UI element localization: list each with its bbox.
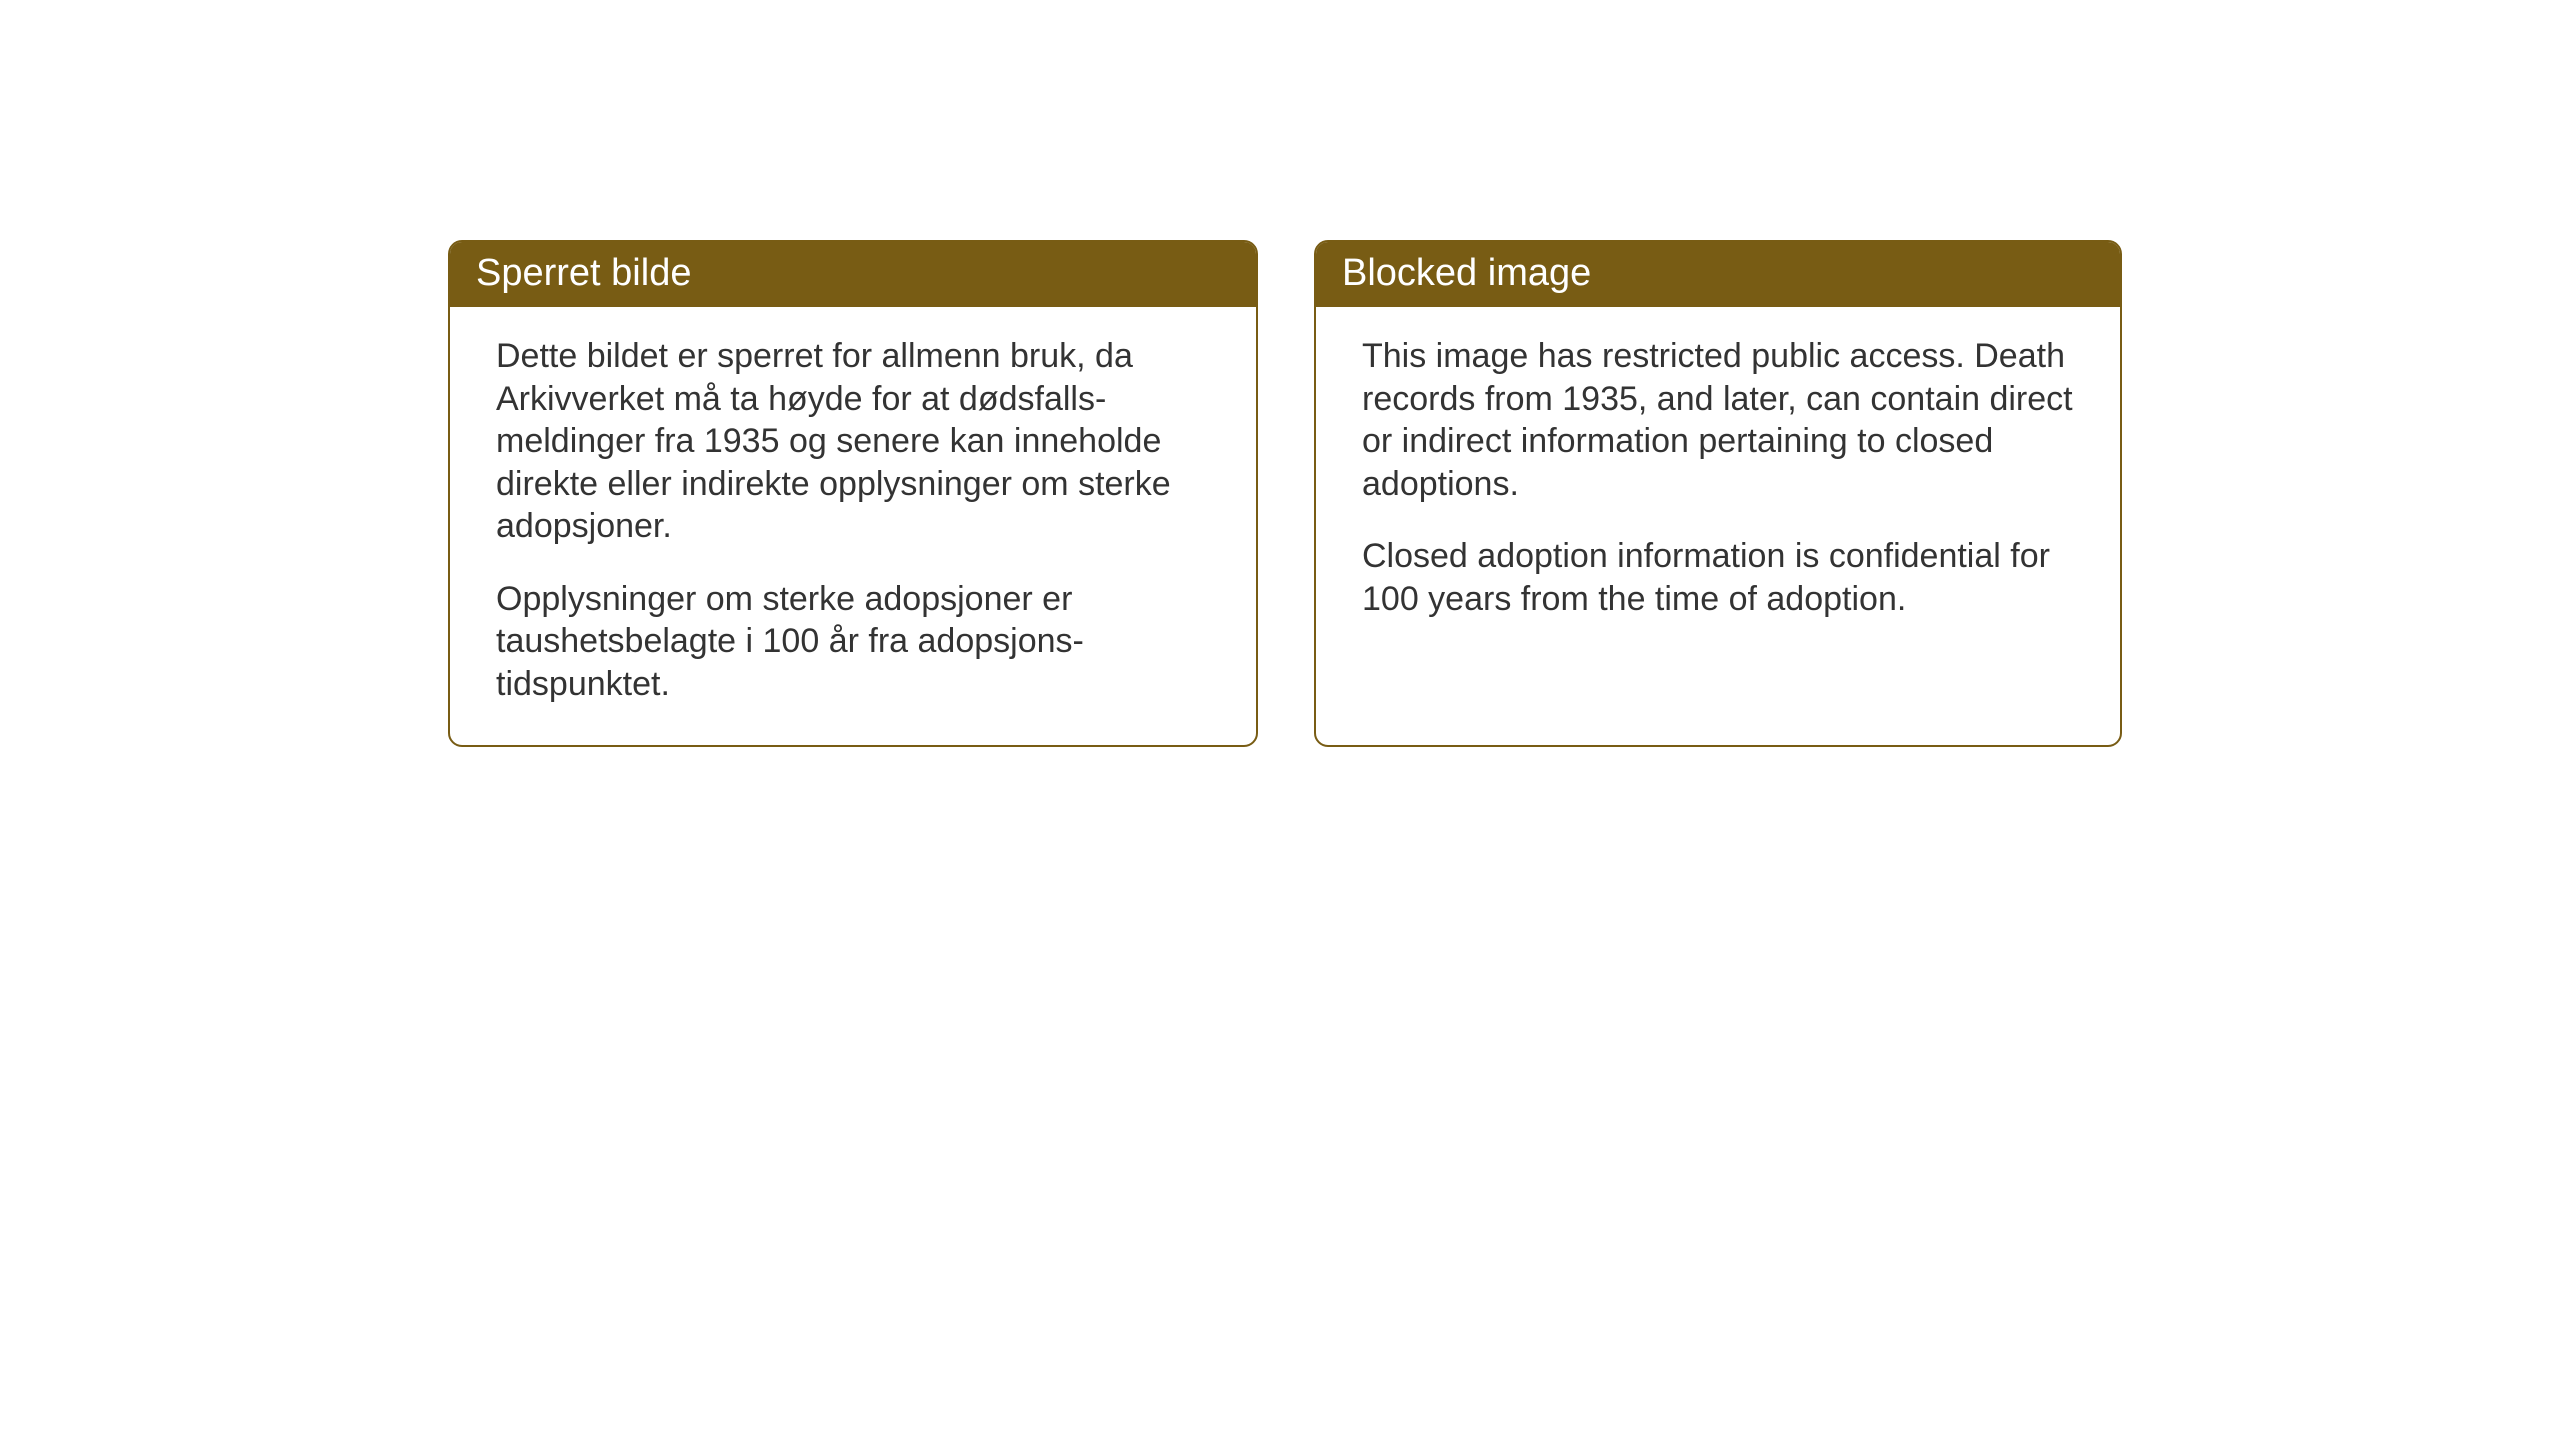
notice-paragraph-2-english: Closed adoption information is confident… (1362, 535, 2080, 620)
notice-body-english: This image has restricted public access.… (1316, 307, 2120, 722)
notice-card-english: Blocked image This image has restricted … (1314, 240, 2122, 747)
notice-title-norwegian: Sperret bilde (476, 252, 691, 294)
notice-paragraph-1-norwegian: Dette bildet er sperret for allmenn bruk… (496, 335, 1216, 548)
notice-header-norwegian: Sperret bilde (450, 242, 1256, 307)
notice-paragraph-2-norwegian: Opplysninger om sterke adopsjoner er tau… (496, 578, 1216, 706)
notice-header-english: Blocked image (1316, 242, 2120, 307)
notice-title-english: Blocked image (1342, 252, 1591, 294)
notice-body-norwegian: Dette bildet er sperret for allmenn bruk… (450, 307, 1256, 745)
notice-card-norwegian: Sperret bilde Dette bildet er sperret fo… (448, 240, 1258, 747)
notice-paragraph-1-english: This image has restricted public access.… (1362, 335, 2080, 505)
notice-container: Sperret bilde Dette bildet er sperret fo… (448, 240, 2122, 747)
